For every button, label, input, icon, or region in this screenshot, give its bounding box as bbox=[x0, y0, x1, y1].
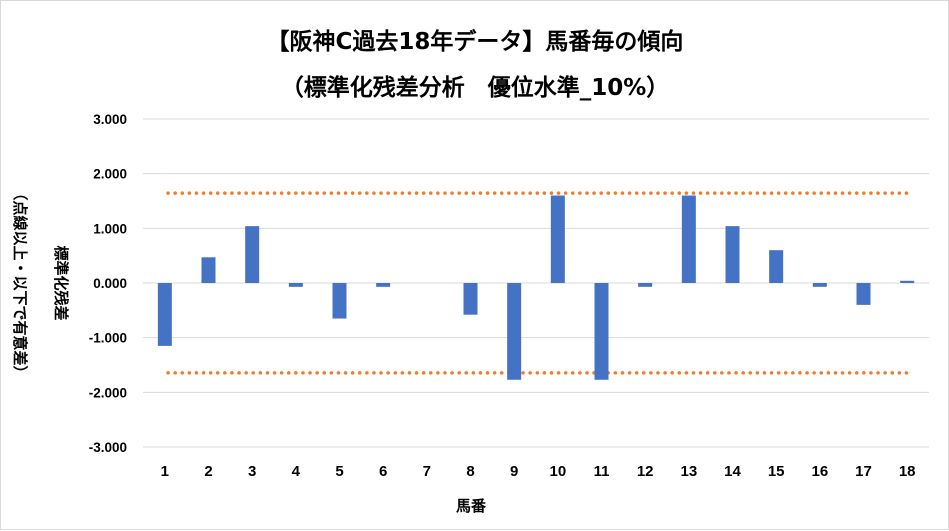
y-tick-label: -1.000 bbox=[89, 331, 127, 346]
bars bbox=[157, 195, 915, 380]
y-tick-label: 0.000 bbox=[93, 276, 127, 291]
x-tick-label: 14 bbox=[724, 463, 741, 480]
bar-4 bbox=[288, 283, 303, 287]
x-axis-title: 馬番 bbox=[456, 497, 487, 515]
x-tick-label: 12 bbox=[637, 463, 654, 480]
bar-10 bbox=[550, 195, 565, 283]
x-tick-label: 17 bbox=[855, 463, 872, 480]
x-tick-labels: 1 2 3 4 5 6 7 8 9 10 11 12 13 14 15 16 17 18 bbox=[161, 463, 916, 480]
bar-17 bbox=[856, 283, 871, 305]
x-tick-label: 18 bbox=[899, 463, 916, 480]
x-tick-label: 7 bbox=[423, 463, 431, 480]
bar-18 bbox=[900, 280, 915, 283]
y-tick-label: 3.000 bbox=[93, 112, 127, 127]
y-tick-label: 2.000 bbox=[93, 167, 127, 182]
grid-lines bbox=[143, 118, 929, 448]
y-axis-title: 標準化残差 bbox=[52, 245, 70, 320]
x-tick-label: 15 bbox=[768, 463, 785, 480]
x-tick-label: 2 bbox=[204, 463, 212, 480]
bar-14 bbox=[725, 226, 740, 283]
bar-11 bbox=[594, 283, 609, 380]
chart-subtitle: （標準化残差分析 優位水準_10%） bbox=[281, 74, 670, 101]
bar-3 bbox=[245, 226, 260, 283]
y-tick-label: -3.000 bbox=[89, 440, 127, 455]
y-tick-labels: 3.000 2.000 1.000 0.000 -1.000 -2.000 -3.000 bbox=[89, 112, 127, 455]
bar-12 bbox=[638, 283, 653, 287]
x-tick-label: 11 bbox=[594, 463, 610, 480]
y-axis-note: （点線以上・以下で有意差） bbox=[11, 185, 29, 380]
bar-8 bbox=[463, 283, 478, 315]
x-tick-label: 1 bbox=[161, 463, 169, 480]
x-tick-label: 5 bbox=[335, 463, 343, 480]
chart-title: 【阪神C過去18年データ】馬番毎の傾向 bbox=[267, 28, 684, 55]
x-tick-label: 4 bbox=[292, 463, 301, 480]
bar-15 bbox=[769, 250, 784, 283]
y-tick-label: 1.000 bbox=[93, 221, 127, 236]
bar-16 bbox=[812, 283, 827, 287]
bar-1 bbox=[157, 283, 172, 346]
x-tick-label: 9 bbox=[510, 463, 518, 480]
x-tick-label: 8 bbox=[466, 463, 474, 480]
bar-2 bbox=[201, 257, 216, 283]
x-tick-label: 16 bbox=[811, 463, 828, 480]
bar-13 bbox=[681, 195, 696, 283]
y-tick-label: -2.000 bbox=[89, 385, 127, 400]
bar-9 bbox=[507, 283, 522, 380]
x-tick-label: 13 bbox=[680, 463, 697, 480]
bar-6 bbox=[376, 283, 391, 287]
threshold-lines bbox=[166, 191, 909, 375]
x-tick-label: 10 bbox=[549, 463, 566, 480]
bar-5 bbox=[332, 283, 347, 319]
x-tick-label: 6 bbox=[379, 463, 387, 480]
x-tick-label: 3 bbox=[248, 463, 256, 480]
